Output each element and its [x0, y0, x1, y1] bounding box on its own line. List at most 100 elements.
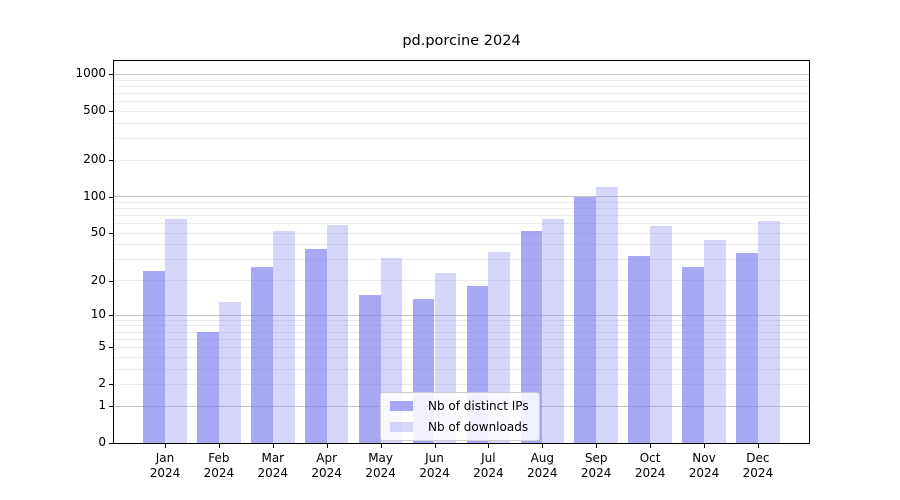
x-tick-label-jun: Jun 2024: [419, 451, 450, 480]
gridline: [114, 215, 809, 217]
gridline: [114, 232, 809, 234]
x-tick-label-jul: Jul 2024: [473, 451, 504, 480]
y-tick-mark: [109, 111, 113, 113]
gridline: [114, 244, 809, 246]
bar-downloads-oct: [650, 226, 672, 443]
y-tick-mark: [109, 280, 113, 282]
y-tick-mark: [109, 160, 113, 162]
gridline: [114, 196, 809, 198]
gridline: [114, 331, 809, 333]
x-tick-label-sep: Sep 2024: [580, 451, 612, 480]
x-tick-mark: [596, 444, 598, 448]
y-tick-label-100: 100: [83, 188, 106, 203]
y-tick-label-200: 200: [83, 152, 106, 167]
x-tick-label-aug: Aug 2024: [527, 451, 558, 480]
y-tick-mark: [109, 406, 113, 408]
legend-swatch-downloads: [390, 422, 413, 432]
legend-swatch-distinct-ips: [390, 401, 413, 411]
gridline: [114, 110, 809, 112]
x-tick-label-oct: Oct 2024: [634, 451, 666, 480]
x-tick-mark: [704, 444, 705, 448]
gridline: [114, 319, 809, 321]
x-tick-mark: [218, 444, 220, 448]
y-tick-label-1: 1: [98, 398, 106, 413]
y-tick-label-10: 10: [90, 307, 106, 322]
legend-label-distinct-ips: Nb of distinct IPs: [428, 399, 529, 413]
x-tick-mark: [326, 444, 328, 448]
gridline: [114, 325, 809, 327]
gridline: [114, 73, 809, 75]
x-tick-label-jan: Jan 2024: [149, 451, 181, 480]
legend-label-downloads: Nb of downloads: [428, 420, 529, 434]
x-tick-mark: [757, 444, 759, 448]
plot-area: [113, 60, 810, 444]
y-tick-label-2: 2: [98, 376, 106, 391]
y-tick-label-20: 20: [90, 272, 106, 287]
bar-downloads-jan: [165, 218, 187, 443]
x-tick-mark: [542, 444, 544, 448]
gridline: [114, 159, 809, 161]
y-tick-mark: [109, 74, 113, 76]
x-tick-mark: [650, 444, 652, 448]
gridline: [114, 280, 809, 282]
x-tick-mark: [488, 444, 490, 448]
y-tick-mark: [109, 315, 113, 317]
gridline: [114, 201, 809, 203]
chart-title: pd.porcine 2024: [402, 33, 521, 49]
bar-downloads-dec: [757, 221, 780, 443]
bar-distinct-ips-nov: [682, 267, 704, 443]
bar-distinct-ips-jan: [143, 271, 165, 443]
bar-distinct-ips-may: [358, 295, 381, 443]
gridline: [114, 208, 809, 210]
bar-downloads-nov: [704, 239, 726, 443]
y-tick-mark: [109, 384, 113, 386]
x-tick-label-may: May 2024: [365, 451, 396, 480]
gridline: [114, 346, 809, 348]
bar-downloads-sep: [596, 187, 618, 443]
y-tick-label-5: 5: [98, 339, 106, 354]
x-tick-label-feb: Feb 2024: [203, 451, 235, 480]
bar-distinct-ips-feb: [197, 332, 219, 443]
x-tick-label-nov: Nov 2024: [688, 451, 720, 480]
bar-distinct-ips-oct: [628, 256, 651, 443]
y-tick-mark: [109, 443, 113, 444]
x-tick-label-dec: Dec 2024: [742, 451, 774, 480]
gridline: [114, 79, 809, 81]
bar-distinct-ips-aug: [520, 231, 543, 443]
gridline: [114, 122, 809, 124]
gridline: [114, 314, 809, 316]
x-tick-mark: [380, 444, 382, 448]
bar-downloads-apr: [326, 225, 349, 443]
bar-distinct-ips-mar: [251, 267, 273, 443]
gridline: [114, 338, 809, 340]
y-tick-label-1000: 1000: [75, 66, 106, 81]
gridline: [114, 223, 809, 225]
gridline: [114, 101, 809, 103]
y-tick-mark: [109, 233, 113, 235]
legend: Nb of distinct IPs Nb of downloads: [380, 392, 540, 441]
x-tick-label-mar: Mar 2024: [257, 451, 289, 480]
x-tick-mark: [434, 444, 436, 448]
y-tick-mark: [109, 347, 113, 349]
bar-distinct-ips-sep: [574, 197, 597, 443]
gridline: [114, 383, 809, 385]
y-tick-label-0: 0: [98, 435, 106, 449]
gridline: [114, 356, 809, 358]
bar-distinct-ips-dec: [736, 253, 758, 443]
bar-downloads-mar: [272, 231, 295, 443]
gridline: [114, 259, 809, 261]
gridline: [114, 85, 809, 87]
y-tick-label-500: 500: [83, 103, 106, 118]
bar-distinct-ips-apr: [304, 248, 327, 443]
gridline: [114, 368, 809, 370]
x-tick-mark: [165, 444, 166, 448]
x-tick-mark: [272, 444, 274, 448]
y-tick-label-50: 50: [90, 225, 106, 240]
y-tick-mark: [109, 196, 113, 198]
legend-entry-downloads: Nb of downloads: [390, 420, 529, 434]
legend-entry-distinct-ips: Nb of distinct IPs: [390, 399, 529, 413]
gridline: [114, 138, 809, 140]
x-tick-label-apr: Apr 2024: [311, 451, 342, 480]
gridline: [114, 92, 809, 94]
